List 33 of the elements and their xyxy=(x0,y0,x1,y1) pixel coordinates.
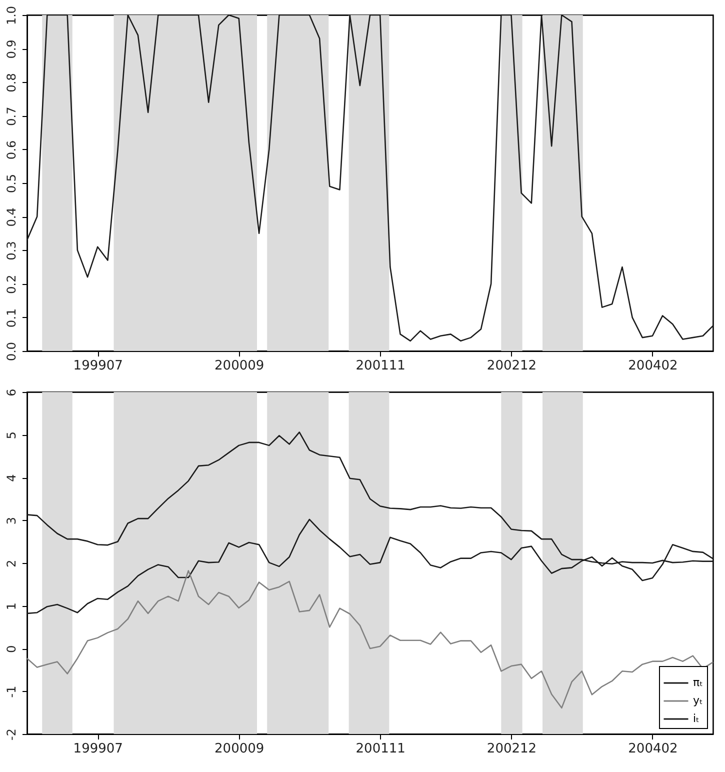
x-tick-label: 200212 xyxy=(486,742,537,756)
y-tick-label: 0 xyxy=(4,645,18,653)
y-tick-label: 0.9 xyxy=(4,40,18,59)
y-tick-label: 0.0 xyxy=(4,342,18,362)
legend-label: iₜ xyxy=(693,712,700,725)
y-tick-label: 1.0 xyxy=(4,6,18,26)
x-tick-label: 200402 xyxy=(628,742,678,756)
y-tick-label: 0.3 xyxy=(4,241,18,260)
x-tick-label: 199907 xyxy=(73,742,123,756)
x-tick-label: 200212 xyxy=(486,358,537,374)
y-tick-label: 3 xyxy=(4,516,18,525)
y-tick-label: 0.5 xyxy=(4,174,18,194)
y-tick-label: 0.2 xyxy=(4,274,18,294)
y-tick-label: 5 xyxy=(4,431,18,440)
x-tick-label: 200402 xyxy=(628,358,678,374)
x-tick-label: 200111 xyxy=(356,358,406,374)
y-tick-label: 4 xyxy=(4,474,18,482)
y-tick-label: -1 xyxy=(4,686,18,698)
y-tick-label: 2 xyxy=(4,560,18,568)
y-tick-label: 0.4 xyxy=(4,208,18,227)
y-tick-label: 0.6 xyxy=(4,140,18,160)
y-tick-label: 0.7 xyxy=(4,106,18,126)
y-tick-label: 1 xyxy=(4,602,18,610)
y-tick-label: 6 xyxy=(4,388,18,396)
x-tick-label: 199907 xyxy=(73,358,123,374)
x-tick-label: 200111 xyxy=(356,742,406,756)
legend-label: πₜ xyxy=(693,676,703,689)
x-tick-label: 200009 xyxy=(214,358,264,374)
y-tick-label: 0.8 xyxy=(4,73,18,92)
legend-label: yₜ xyxy=(693,694,703,707)
x-tick-label: 200009 xyxy=(214,742,264,756)
y-tick-label: -2 xyxy=(4,728,18,740)
y-tick-label: 0.1 xyxy=(4,308,18,328)
